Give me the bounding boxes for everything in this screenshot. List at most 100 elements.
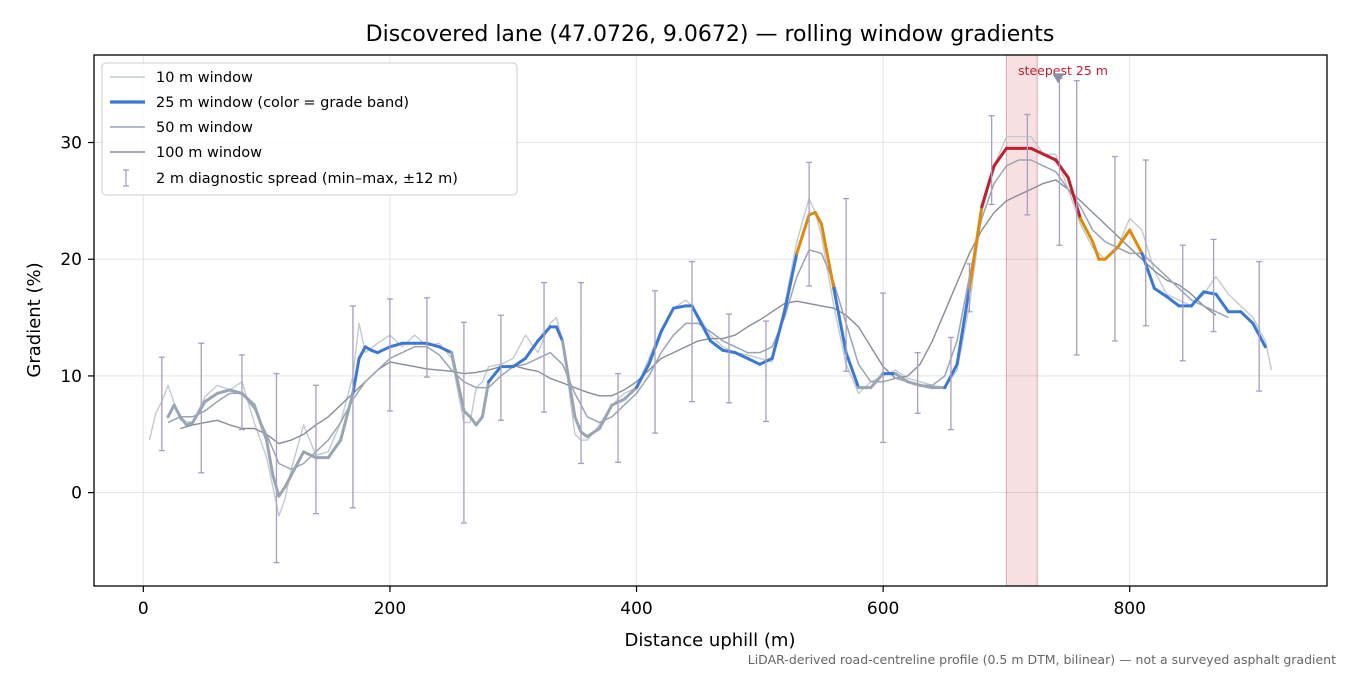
legend: 10 m window 25 m window (color = grade b… — [101, 62, 518, 196]
error-bar — [423, 297, 430, 378]
series-segment-25m — [277, 485, 287, 498]
series-segment-25m — [302, 450, 318, 460]
error-bar — [947, 336, 954, 431]
series-segment-25m — [228, 388, 244, 395]
error-bar — [1210, 238, 1217, 333]
series-segment-25m — [585, 427, 601, 439]
series-segment-25m — [598, 403, 614, 430]
series-segment-25m — [690, 304, 700, 320]
annotation-label: steepest 25 m — [1018, 63, 1108, 78]
series-line-50m — [167, 159, 1229, 471]
series-segment-25m — [573, 415, 583, 434]
error-bar — [806, 161, 813, 287]
series-segment-25m — [1115, 228, 1132, 250]
steepest-span-band — [1005, 54, 1038, 587]
error-bar — [460, 321, 467, 524]
series-segment-25m — [388, 341, 404, 349]
x-tick-label: 600 — [867, 599, 899, 619]
series-segment-25m — [265, 438, 275, 477]
series-segment-25m — [191, 400, 207, 425]
y-tick-label: 30 — [60, 134, 82, 154]
error-bar — [1111, 155, 1118, 342]
series-segment-25m — [1165, 295, 1181, 308]
series-segment-25m — [376, 345, 392, 355]
error-bar — [762, 320, 769, 423]
plot-frame — [93, 54, 1328, 587]
steepest-annotation: steepest 25 m — [1018, 63, 1108, 84]
series-segment-25m — [203, 391, 219, 404]
series-segment-25m — [1054, 158, 1070, 179]
legend-label-100m: 100 m window — [156, 145, 262, 161]
error-bar — [541, 281, 548, 413]
series-segment-25m — [487, 365, 503, 384]
series-segment-25m — [894, 372, 910, 384]
y-tick-label: 0 — [71, 484, 82, 504]
error-bar — [238, 354, 245, 431]
series-segment-25m — [659, 306, 675, 334]
error-bar — [914, 351, 921, 414]
series-segment-25m — [813, 211, 823, 226]
error-bar — [1073, 80, 1080, 356]
series-segment-25m — [869, 372, 885, 390]
series-segment-25m — [1029, 146, 1045, 156]
error-bar — [386, 298, 393, 412]
y-tick-label: 10 — [60, 367, 82, 387]
legend-box — [101, 62, 518, 196]
steepest-marker-icon — [1052, 73, 1065, 84]
series-segment-25m — [554, 325, 564, 343]
series-segment-25m — [480, 380, 491, 419]
series-segment-25m — [425, 341, 441, 349]
series-segment-25m — [437, 345, 454, 355]
series-segment-25m — [450, 351, 466, 413]
series-segment-25m — [1140, 251, 1156, 290]
series-segment-25m — [1128, 228, 1144, 255]
series-segment-25m — [215, 388, 232, 395]
legend-label-25m: 25 m window (color = grade band) — [156, 95, 409, 111]
error-bar — [1142, 159, 1149, 327]
error-bar — [880, 292, 887, 444]
legend-swatch-errorbar — [123, 169, 129, 187]
series-segment-25m — [733, 351, 749, 360]
error-bar — [497, 314, 504, 421]
series-segment-25m — [252, 403, 269, 442]
error-bar — [689, 260, 696, 403]
series-segment-25m — [967, 205, 984, 290]
error-bar — [652, 290, 659, 434]
y-axis-label: Gradient (%) — [24, 262, 45, 377]
footnote: LiDAR-derived road-centreline profile (0… — [748, 652, 1336, 667]
series-segment-25m — [240, 391, 256, 407]
series-segment-25m — [357, 345, 367, 360]
diagnostic-spread-bars — [158, 77, 1263, 564]
series-segment-25m — [1214, 292, 1230, 314]
series-segment-25m — [1078, 216, 1095, 244]
error-bar — [1256, 260, 1263, 392]
series-segment-25m — [672, 304, 688, 310]
x-tick-label: 0 — [138, 599, 149, 619]
series-segment-25m — [468, 415, 478, 427]
series-segment-25m — [511, 356, 527, 369]
series-segment-25m — [832, 286, 848, 355]
error-bar — [158, 356, 165, 452]
series-segment-25m — [795, 213, 811, 255]
error-bar — [578, 281, 585, 465]
series-segment-25m — [561, 339, 577, 419]
error-bar — [725, 313, 732, 404]
series-segment-25m — [326, 438, 343, 460]
series-segment-25m — [524, 339, 540, 360]
series-segment-25m — [1189, 290, 1206, 308]
series-segment-25m — [696, 316, 712, 343]
x-tick-label: 200 — [374, 599, 406, 619]
series-segment-25m — [770, 310, 786, 360]
series-segment-25m — [844, 351, 860, 390]
x-tick-label: 400 — [620, 599, 652, 619]
series-segment-25m — [992, 146, 1008, 168]
series-segment-25m — [820, 222, 836, 290]
error-bar — [966, 263, 973, 313]
axis-ticks: 0 200 400 600 800 0 10 20 30 — [60, 134, 1146, 619]
series-segment-25m — [172, 403, 182, 419]
steepest-span — [1005, 54, 1038, 587]
series-segment-25m — [955, 286, 971, 366]
x-tick-label: 800 — [1113, 599, 1145, 619]
error-bar — [198, 342, 205, 474]
